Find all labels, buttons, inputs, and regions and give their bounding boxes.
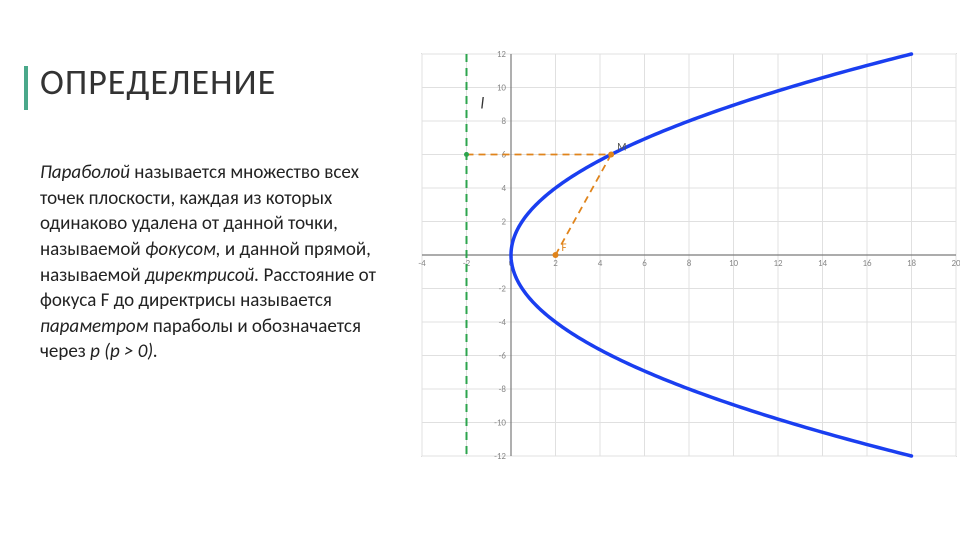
y-tick-label: -2: [499, 284, 507, 295]
term-parameter: параметром: [40, 315, 149, 338]
sample-point-label: M: [617, 141, 626, 154]
focus-point: [553, 252, 559, 258]
parabola-chart: -4-202468101214161820-12-10-8-6-4-224681…: [400, 50, 960, 470]
y-tick-label: 2: [501, 217, 506, 228]
x-tick-label: 20: [951, 258, 960, 269]
term-directrix: директрисой.: [145, 264, 259, 287]
y-tick-label: -4: [499, 317, 507, 328]
x-tick-label: 16: [862, 258, 872, 269]
y-tick-label: -10: [494, 418, 506, 429]
x-tick-label: 4: [598, 258, 603, 269]
x-tick-label: 14: [818, 258, 828, 269]
page-title: ОПРЕДЕЛЕНИЕ: [40, 60, 276, 104]
term-parabola: Параболой: [40, 161, 130, 184]
focus-label: F: [562, 241, 567, 254]
definition-paragraph: Параболой называется множество всех точе…: [40, 160, 400, 365]
y-tick-label: 8: [501, 116, 506, 127]
y-tick-label: -6: [499, 351, 507, 362]
x-tick-label: 12: [773, 258, 783, 269]
y-tick-label: -8: [499, 384, 507, 395]
x-tick-label: 10: [729, 258, 739, 269]
x-tick-label: 8: [687, 258, 692, 269]
sample-point: [608, 152, 614, 158]
x-tick-label: 18: [907, 258, 917, 269]
y-tick-label: -12: [494, 451, 506, 462]
x-tick-label: -4: [418, 258, 426, 269]
y-tick-label: 10: [497, 83, 507, 94]
x-tick-label: 6: [642, 258, 647, 269]
y-tick-label: 4: [501, 183, 506, 194]
term-p: p (p > 0).: [90, 340, 158, 363]
directrix-foot-point: [464, 152, 469, 157]
term-focus: фокусом,: [145, 238, 221, 261]
y-tick-label: 12: [497, 50, 507, 60]
x-tick-label: 2: [553, 258, 558, 269]
accent-bar: [24, 66, 28, 110]
directrix-label: l: [481, 94, 485, 113]
